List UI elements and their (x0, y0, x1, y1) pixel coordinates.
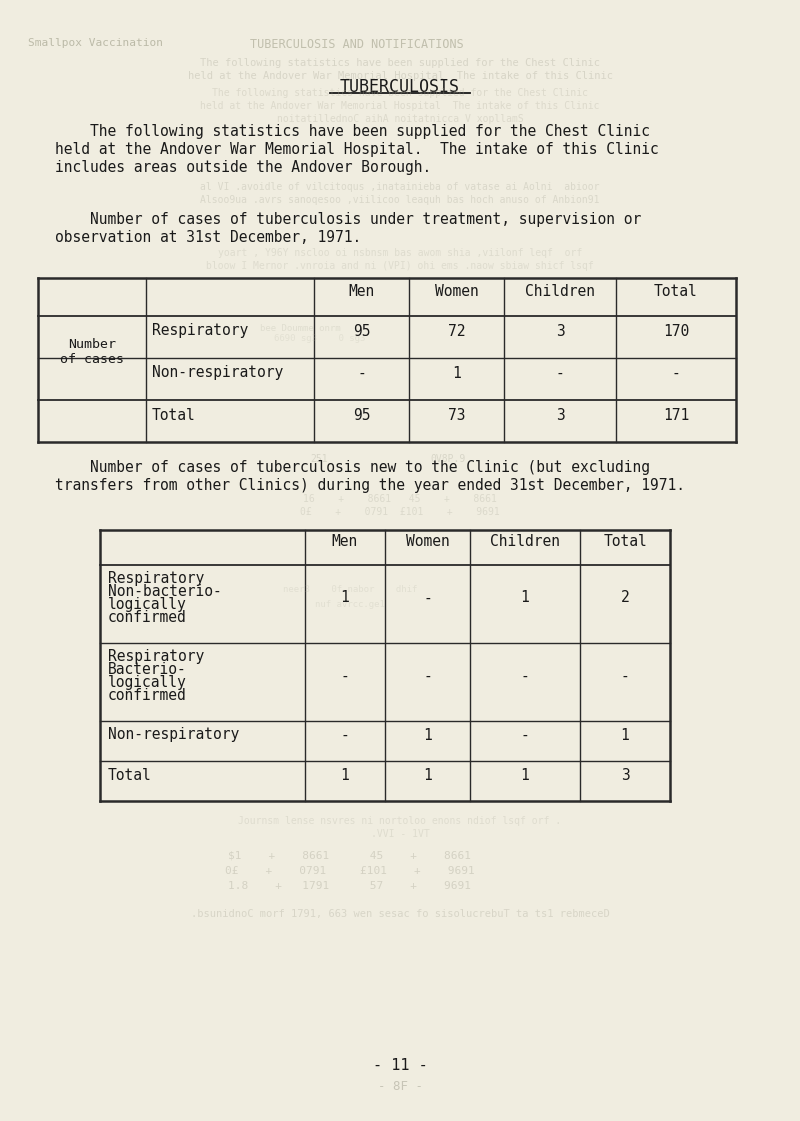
Text: Children: Children (490, 534, 560, 549)
Text: The following statistics have been supplied for the Chest Clinic: The following statistics have been suppl… (55, 124, 650, 139)
Text: 16    +    8661   45    +    8661: 16 + 8661 45 + 8661 (303, 494, 497, 504)
Text: confirmed: confirmed (108, 610, 186, 626)
Text: Total: Total (654, 284, 698, 298)
Text: 0£    +    0791  £101    +    9691: 0£ + 0791 £101 + 9691 (300, 507, 500, 517)
Text: held at the Andover War Memorial Hospital  The intake of this Clinic: held at the Andover War Memorial Hospita… (187, 71, 613, 81)
Text: 3: 3 (621, 768, 630, 782)
Text: Alsoo9ua .avrs sanoqesoo ,viilicoo leaquh bas hoch anuso of Anbion91: Alsoo9ua .avrs sanoqesoo ,viilicoo leaqu… (200, 195, 600, 205)
Text: logically: logically (108, 675, 186, 691)
Text: The following statistics have been supplied for the Chest Clinic: The following statistics have been suppl… (200, 58, 600, 68)
Text: -: - (521, 668, 530, 684)
Text: 0V8P.9: 0V8P.9 (430, 454, 466, 464)
Text: Journsm lense nsvres ni nortoloo enons ndiof lsqf orf .: Journsm lense nsvres ni nortoloo enons n… (238, 816, 562, 826)
Text: 3: 3 (556, 408, 564, 423)
Text: 95: 95 (353, 408, 370, 423)
Text: Number
of cases: Number of cases (60, 339, 124, 365)
Text: 1.8    +   1791      57    +    9691: 1.8 + 1791 57 + 9691 (229, 881, 471, 891)
Text: 72: 72 (448, 324, 466, 339)
Text: Respiratory: Respiratory (152, 324, 248, 339)
Text: 171: 171 (663, 408, 689, 423)
Text: - 11 -: - 11 - (373, 1058, 427, 1073)
Text: 73: 73 (448, 408, 466, 423)
Text: - 8F -: - 8F - (378, 1080, 422, 1093)
Text: Total: Total (108, 768, 152, 782)
Text: .bsunidnoC morf 1791, 663 wen sesac fo sisolucrebuT ta ts1 rebmeceD: .bsunidnoC morf 1791, 663 wen sesac fo s… (190, 909, 610, 919)
Text: bee Doumme onrm: bee Doumme onrm (260, 324, 340, 333)
Text: Smallpox Vaccination: Smallpox Vaccination (28, 38, 163, 48)
Text: 1: 1 (341, 591, 350, 605)
Text: -: - (357, 365, 366, 380)
Text: Women: Women (434, 284, 478, 298)
Text: 3: 3 (556, 324, 564, 339)
Text: 170: 170 (663, 324, 689, 339)
Text: -: - (556, 365, 564, 380)
Text: 1: 1 (452, 365, 461, 380)
Text: -: - (621, 668, 630, 684)
Text: -: - (672, 365, 680, 380)
Text: Non-bacterio-: Non-bacterio- (108, 584, 222, 599)
Text: 1: 1 (423, 728, 432, 742)
Text: includes areas outside the Andover Borough.: includes areas outside the Andover Borou… (55, 160, 431, 175)
Text: Respiratory: Respiratory (108, 649, 204, 664)
Text: held at the Andover War Memorial Hospital  The intake of this Clinic: held at the Andover War Memorial Hospita… (200, 101, 600, 111)
Text: Total: Total (152, 408, 196, 423)
Text: nuf avrcc.ge1: nuf avrcc.ge1 (315, 600, 385, 609)
Text: 95: 95 (353, 324, 370, 339)
Text: Men: Men (332, 534, 358, 549)
Text: $1    +    8661      45    +    8661: $1 + 8661 45 + 8661 (229, 851, 471, 861)
Text: 1: 1 (341, 768, 350, 782)
Text: 1: 1 (621, 728, 630, 742)
Text: 251: 251 (310, 454, 328, 464)
Text: -: - (423, 668, 432, 684)
Text: transfers from other Clinics) during the year ended 31st December, 1971.: transfers from other Clinics) during the… (55, 478, 685, 493)
Text: Bacterio-: Bacterio- (108, 663, 186, 677)
Text: TUBERCULOSIS: TUBERCULOSIS (340, 78, 460, 96)
Text: held at the Andover War Memorial Hospital.  The intake of this Clinic: held at the Andover War Memorial Hospita… (55, 142, 658, 157)
Text: -: - (521, 728, 530, 742)
Text: Non-respiratory: Non-respiratory (152, 365, 283, 380)
Text: 1: 1 (521, 768, 530, 782)
Text: Men: Men (348, 284, 374, 298)
Text: Women: Women (406, 534, 450, 549)
Text: Respiratory: Respiratory (108, 571, 204, 586)
Text: -: - (423, 591, 432, 605)
Text: .VVI - 1VT: .VVI - 1VT (370, 830, 430, 839)
Text: Non-respiratory: Non-respiratory (108, 728, 239, 742)
Text: neer3    0f nabor    dhif: neer3 0f nabor dhif (283, 585, 417, 594)
Text: -: - (341, 668, 350, 684)
Text: Number of cases of tuberculosis under treatment, supervision or: Number of cases of tuberculosis under tr… (55, 212, 642, 226)
Text: TUBERCULOSIS AND NOTIFICATIONS: TUBERCULOSIS AND NOTIFICATIONS (250, 38, 464, 50)
Text: confirmed: confirmed (108, 688, 186, 703)
Text: 1: 1 (423, 768, 432, 782)
Text: 0£    +    0791     £101    +    9691: 0£ + 0791 £101 + 9691 (225, 867, 475, 876)
Text: yoart , Y96Y nscloo oi nsbnsm bas awom shia ,viilonf leqf  orf: yoart , Y96Y nscloo oi nsbnsm bas awom s… (218, 248, 582, 258)
Text: bloow I Mernor .vnroia and ni (VPI) ohi ems .naow sbiaw shicf lsqf: bloow I Mernor .vnroia and ni (VPI) ohi … (206, 261, 594, 271)
Text: Children: Children (525, 284, 595, 298)
Text: noitatillednoC aihA noitatnicca V xopllamS: noitatillednoC aihA noitatnicca V xoplla… (277, 114, 523, 124)
Text: 2: 2 (621, 591, 630, 605)
Text: observation at 31st December, 1971.: observation at 31st December, 1971. (55, 230, 362, 245)
Text: Number of cases of tuberculosis new to the Clinic (but excluding: Number of cases of tuberculosis new to t… (55, 460, 650, 475)
Text: logically: logically (108, 597, 186, 612)
Text: -: - (341, 728, 350, 742)
Text: al VI .avoidle of vilcitoqus ,inatainieba of vatase ai Aolni  abioor: al VI .avoidle of vilcitoqus ,inatainieb… (200, 182, 600, 192)
Text: 6690 sg3    0 sg3: 6690 sg3 0 sg3 (274, 334, 366, 343)
Text: Total: Total (603, 534, 647, 549)
Text: 1: 1 (521, 591, 530, 605)
Text: The following statistics have been supplied for the Chest Clinic: The following statistics have been suppl… (212, 89, 588, 98)
